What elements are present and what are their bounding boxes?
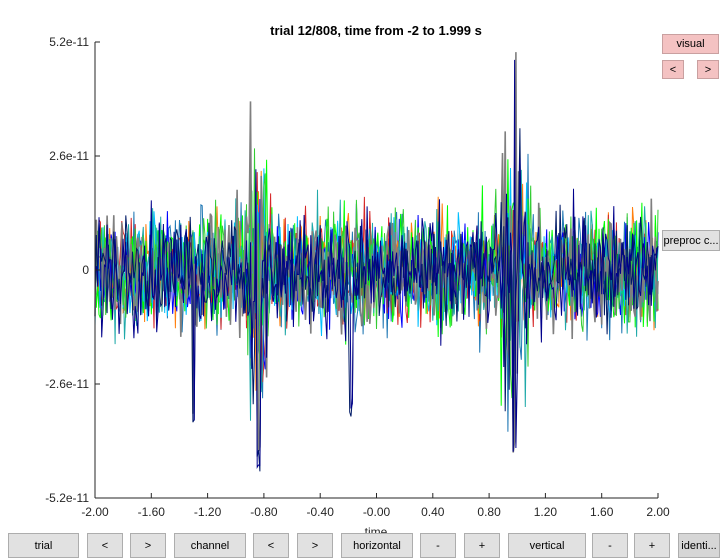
x-tick-label: -0.00	[363, 505, 391, 519]
x-axis: -2.00 -1.60 -1.20 -0.80 -0.40 -0.00 0.40 0.80 1.…	[81, 493, 670, 519]
y-tick-label: 2.6e-11	[49, 149, 89, 163]
x-tick-label: -0.80	[250, 505, 278, 519]
y-axis: 5.2e-11 2.6e-11 0 -2.6e-11 -5.2e-11	[45, 35, 100, 505]
plot-title: trial 12/808, time from -2 to 1.999 s	[270, 23, 482, 38]
trial-button[interactable]: trial	[8, 533, 79, 558]
trial-next-button[interactable]: >	[130, 533, 166, 558]
x-tick-label: -2.00	[81, 505, 109, 519]
visual-button[interactable]: visual	[662, 34, 719, 54]
channel-trace	[94, 128, 659, 472]
vertical-button[interactable]: vertical	[508, 533, 586, 558]
horizontal-zoom-in-button[interactable]: +	[464, 533, 500, 558]
preproc-config-button[interactable]: preproc c...	[662, 230, 720, 251]
y-tick-label: 5.2e-11	[49, 35, 89, 49]
horizontal-zoom-out-button[interactable]: -	[420, 533, 456, 558]
vertical-zoom-out-button[interactable]: -	[592, 533, 628, 558]
trace-group	[94, 52, 659, 472]
vertical-zoom-in-button[interactable]: +	[634, 533, 670, 558]
channel-button[interactable]: channel	[174, 533, 246, 558]
visual-next-button[interactable]: >	[697, 60, 719, 79]
channel-next-button[interactable]: >	[297, 533, 333, 558]
x-tick-label: 1.20	[534, 505, 558, 519]
channel-prev-button[interactable]: <	[253, 533, 289, 558]
x-tick-label: 2.00	[646, 505, 670, 519]
x-tick-label: -1.60	[138, 505, 166, 519]
y-tick-label: -2.6e-11	[45, 377, 89, 391]
x-tick-label: 0.40	[421, 505, 445, 519]
trial-prev-button[interactable]: <	[87, 533, 123, 558]
x-tick-label: 1.60	[590, 505, 614, 519]
x-tick-label: -0.40	[307, 505, 335, 519]
horizontal-button[interactable]: horizontal	[341, 533, 413, 558]
x-tick-label: 0.80	[477, 505, 501, 519]
x-tick-label: -1.20	[194, 505, 222, 519]
y-tick-label: 0	[82, 263, 89, 277]
visual-prev-button[interactable]: <	[662, 60, 684, 79]
y-tick-label: -5.2e-11	[45, 491, 89, 505]
channel-trace	[94, 59, 659, 470]
identify-button[interactable]: identi...	[678, 533, 720, 558]
